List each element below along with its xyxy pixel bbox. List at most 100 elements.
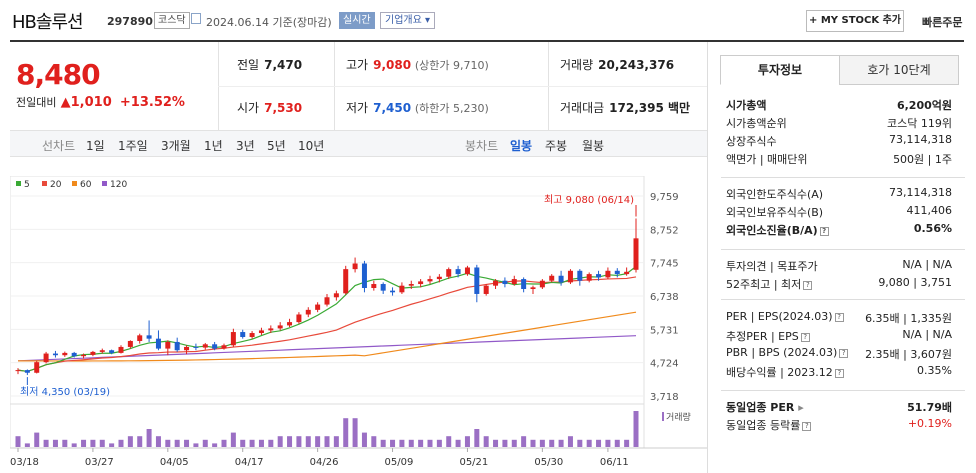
- candle-body: [521, 279, 527, 289]
- candle-body: [24, 370, 30, 373]
- info-row: 시가총액 6,200억원: [708, 97, 970, 115]
- volume-bar: [221, 439, 227, 447]
- info-row: 투자의견 | 목표주가 N/A | N/A: [708, 258, 970, 276]
- current-price: 8,480: [16, 58, 101, 91]
- volume-bar: [361, 432, 367, 447]
- volume-bar: [15, 436, 21, 447]
- volume-bar: [249, 439, 255, 447]
- volume-bar: [34, 432, 40, 447]
- volume-bar: [530, 439, 536, 447]
- info-value: 0.35%: [917, 364, 952, 377]
- volume-bar: [43, 439, 49, 447]
- candle-body: [221, 345, 227, 349]
- volume-bar: [202, 439, 208, 447]
- y-tick-label: 7,745: [650, 259, 679, 270]
- volume-bar: [109, 443, 115, 447]
- info-icon[interactable]: ?: [834, 369, 844, 378]
- y-tick-label: 8,752: [650, 225, 679, 236]
- low-price: 저가 7,450 (하한가 5,230): [346, 101, 489, 115]
- corp-info-dropdown[interactable]: 기업개요 ▾: [380, 12, 436, 29]
- candle-monthly[interactable]: 월봉: [582, 139, 605, 153]
- volume-bar: [352, 418, 358, 447]
- info-row: PER | EPS(2024.03)? 6.35배 | 1,335원: [708, 310, 970, 328]
- candle-body: [390, 290, 396, 293]
- x-tick-label: 05/09: [385, 457, 414, 468]
- volume-bar: [408, 439, 414, 447]
- candle-body: [361, 263, 367, 289]
- info-icon[interactable]: ?: [802, 422, 812, 431]
- legend-label: 120: [110, 180, 127, 190]
- add-mystock-button[interactable]: + MY STOCK 추가: [806, 10, 904, 32]
- info-icon[interactable]: ?: [834, 313, 844, 322]
- candle-body: [464, 267, 470, 275]
- info-icon[interactable]: ?: [839, 349, 849, 358]
- info-icon[interactable]: ?: [803, 281, 813, 290]
- period-3y[interactable]: 3년: [236, 139, 255, 153]
- realtime-button[interactable]: 실시간: [339, 12, 375, 29]
- candlestick-chart[interactable]: 9,759 8,752 7,745 6,738 5,731 4,724 3,718 5 20 60…: [10, 176, 707, 473]
- candle-body: [71, 352, 77, 357]
- volume-bar: [380, 439, 386, 447]
- volume-bar: [52, 439, 58, 447]
- volume-bar: [399, 439, 405, 447]
- quick-order-button[interactable]: 빠른주문: [922, 16, 963, 29]
- candle-body: [352, 263, 358, 270]
- arrow-right-icon[interactable]: ▸: [794, 401, 804, 414]
- candle-body: [530, 287, 536, 289]
- info-value: 73,114,318: [889, 133, 952, 146]
- info-value: 73,114,318: [889, 186, 952, 199]
- volume-bar: [502, 439, 508, 447]
- legend-swatch: [42, 181, 47, 186]
- volume-bar: [62, 439, 68, 447]
- candle-body: [81, 354, 87, 357]
- info-label: 52주최고 | 최저?: [726, 276, 813, 292]
- candle-body: [146, 335, 152, 339]
- stock-name: HB솔루션: [12, 12, 84, 33]
- volume-bar: [81, 439, 87, 447]
- info-icon[interactable]: ?: [800, 333, 810, 342]
- candle-body: [324, 297, 330, 305]
- info-row: 외국인한도주식수(A) 73,114,318: [708, 186, 970, 204]
- candle-body: [371, 284, 377, 289]
- period-10y[interactable]: 10년: [298, 139, 325, 153]
- x-tick-label: 04/05: [160, 457, 189, 468]
- tab-orderbook[interactable]: 호가 10단계: [839, 55, 959, 85]
- panel-divider: [721, 249, 965, 250]
- period-1y[interactable]: 1년: [204, 139, 223, 153]
- volume-bar: [474, 429, 480, 447]
- volume-bar: [165, 439, 171, 447]
- info-value: +0.19%: [907, 417, 952, 430]
- candle-body: [633, 238, 639, 270]
- up-triangle-icon: ▲: [60, 95, 71, 110]
- period-5y[interactable]: 5년: [267, 139, 286, 153]
- x-tick-label: 05/30: [534, 457, 563, 468]
- period-1w[interactable]: 1주일: [118, 139, 148, 153]
- candle-body: [268, 328, 274, 331]
- candle-body: [511, 279, 517, 285]
- candle-body: [474, 267, 480, 294]
- candle-body: [502, 280, 508, 285]
- trade-amount: 거래대금 172,395 백만: [560, 101, 691, 115]
- volume-bar: [567, 436, 573, 447]
- legend-swatch: [16, 181, 21, 186]
- info-row: 동일업종 PER ▸ 51.79배: [708, 399, 970, 417]
- price-change: 전일대비 ▲1,010 +13.52%: [16, 94, 185, 110]
- info-icon[interactable]: ?: [819, 227, 829, 236]
- info-value: 9,080 | 3,751: [878, 276, 952, 289]
- period-1d[interactable]: 1일: [86, 139, 105, 153]
- candle-daily[interactable]: 일봉: [510, 139, 533, 153]
- volume-bar: [343, 418, 349, 447]
- period-bar: 선차트 1일 1주일 3개월 1년 3년 5년 10년 봉차트 일봉 주봉 월봉: [10, 130, 707, 157]
- volume-bar: [577, 439, 583, 447]
- candle-body: [127, 340, 133, 347]
- period-3m[interactable]: 3개월: [161, 139, 191, 153]
- market-badge: 코스닥: [154, 12, 190, 29]
- candle-weekly[interactable]: 주봉: [545, 139, 568, 153]
- stock-code: 297890: [107, 15, 153, 28]
- info-value: 411,406: [906, 204, 953, 217]
- x-tick-label: 04/17: [235, 457, 264, 468]
- ma60-line: [17, 311, 637, 362]
- candle-body: [212, 344, 218, 349]
- candle-body: [446, 269, 452, 277]
- volume-bar: [521, 436, 527, 447]
